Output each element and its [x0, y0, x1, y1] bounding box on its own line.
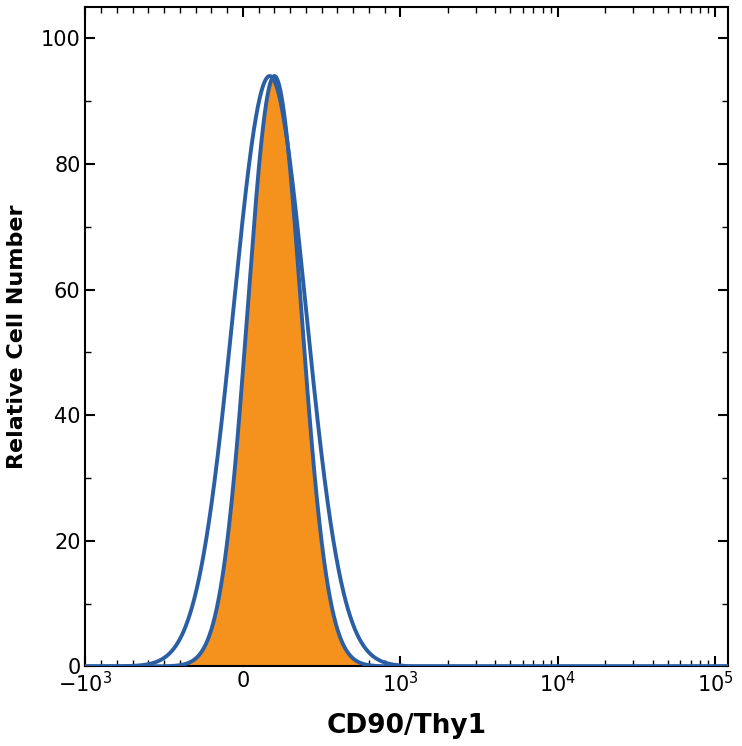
X-axis label: CD90/Thy1: CD90/Thy1 [326, 713, 487, 739]
Y-axis label: Relative Cell Number: Relative Cell Number [7, 204, 27, 469]
